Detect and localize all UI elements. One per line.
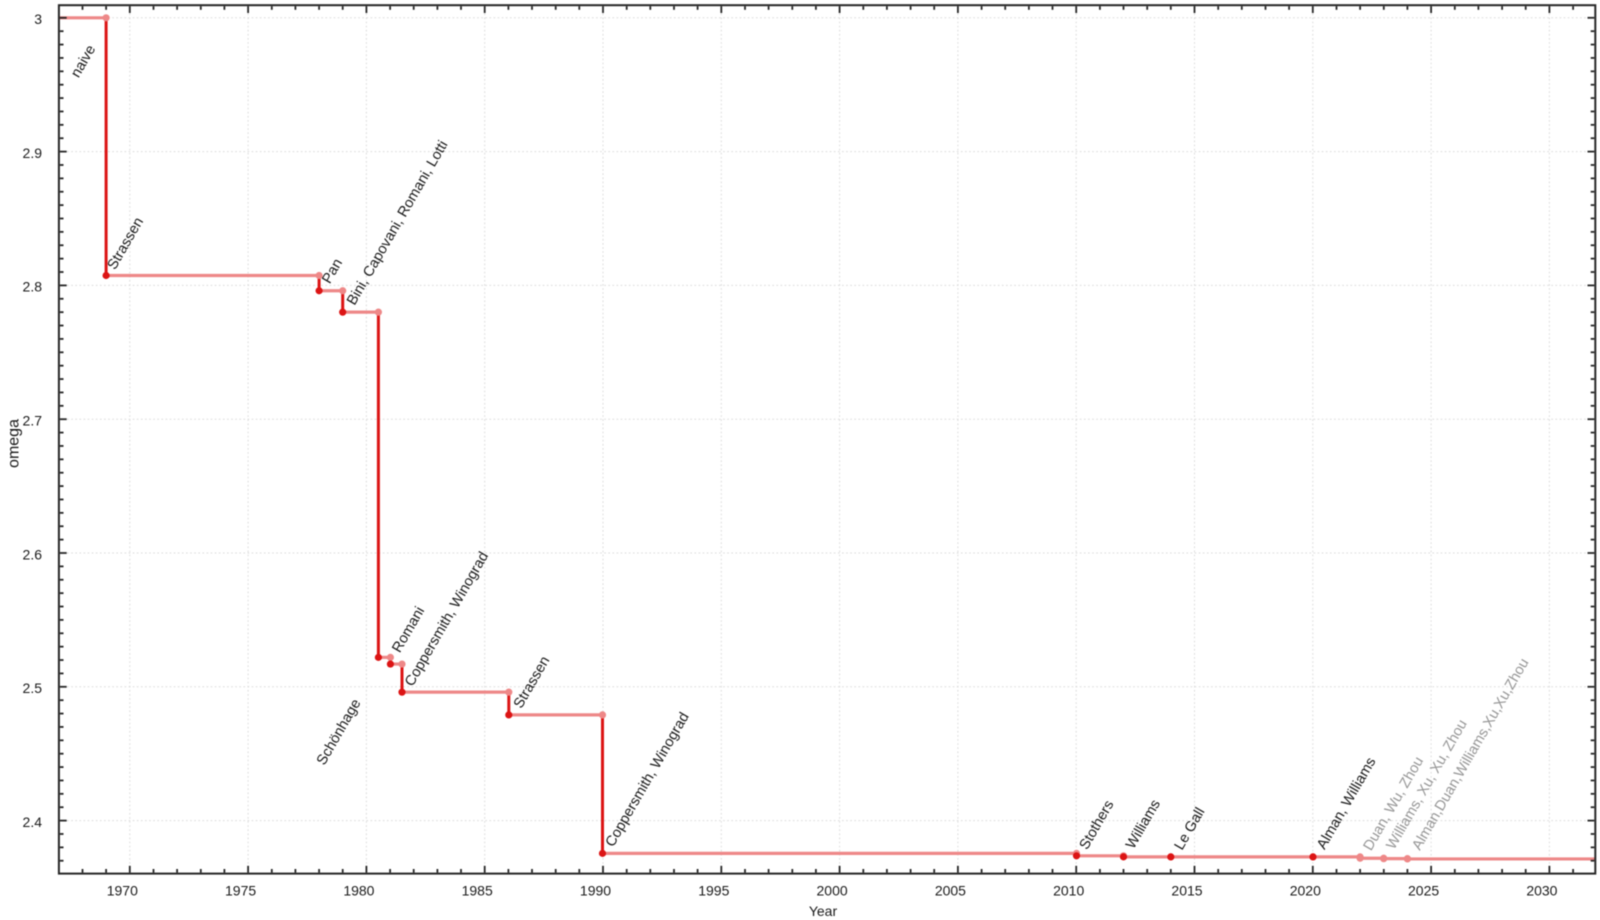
svg-text:Pan: Pan	[319, 256, 346, 286]
svg-text:2030: 2030	[1526, 883, 1557, 899]
svg-text:1980: 1980	[343, 883, 374, 899]
svg-text:1970: 1970	[107, 883, 138, 899]
svg-text:1975: 1975	[225, 883, 256, 899]
svg-text:2.4: 2.4	[23, 814, 43, 830]
svg-text:Williams: Williams	[1123, 797, 1164, 852]
svg-text:Le Gall: Le Gall	[1172, 805, 1209, 853]
svg-text:2000: 2000	[817, 883, 848, 899]
svg-text:Strassen: Strassen	[511, 654, 553, 712]
svg-text:Schönhage: Schönhage	[314, 696, 365, 768]
svg-text:2.6: 2.6	[23, 546, 43, 562]
svg-text:Strassen: Strassen	[105, 215, 147, 273]
svg-text:2.8: 2.8	[23, 279, 43, 295]
svg-text:2.9: 2.9	[23, 145, 43, 161]
svg-text:2005: 2005	[935, 883, 966, 899]
svg-text:2025: 2025	[1408, 883, 1439, 899]
svg-text:2010: 2010	[1053, 883, 1084, 899]
svg-text:3: 3	[34, 11, 42, 27]
svg-text:1990: 1990	[580, 883, 611, 899]
svg-text:Stothers: Stothers	[1077, 798, 1118, 853]
svg-text:1995: 1995	[698, 883, 729, 899]
svg-text:omega: omega	[6, 419, 23, 468]
svg-text:Alman,Duan,Williams,Xu,Xu,Zhou: Alman,Duan,Williams,Xu,Xu,Zhou	[1409, 656, 1532, 853]
svg-text:Coppersmith, Winograd: Coppersmith, Winograd	[603, 710, 693, 850]
svg-text:1985: 1985	[462, 883, 493, 899]
svg-text:Year: Year	[809, 903, 838, 919]
svg-text:2015: 2015	[1171, 883, 1202, 899]
svg-text:2.5: 2.5	[23, 680, 43, 696]
svg-text:naive: naive	[68, 42, 99, 80]
svg-text:2.7: 2.7	[23, 413, 43, 429]
svg-text:2020: 2020	[1290, 883, 1321, 899]
svg-text:Bini, Capovani, Romani, Lotti: Bini, Capovani, Romani, Lotti	[344, 138, 451, 308]
